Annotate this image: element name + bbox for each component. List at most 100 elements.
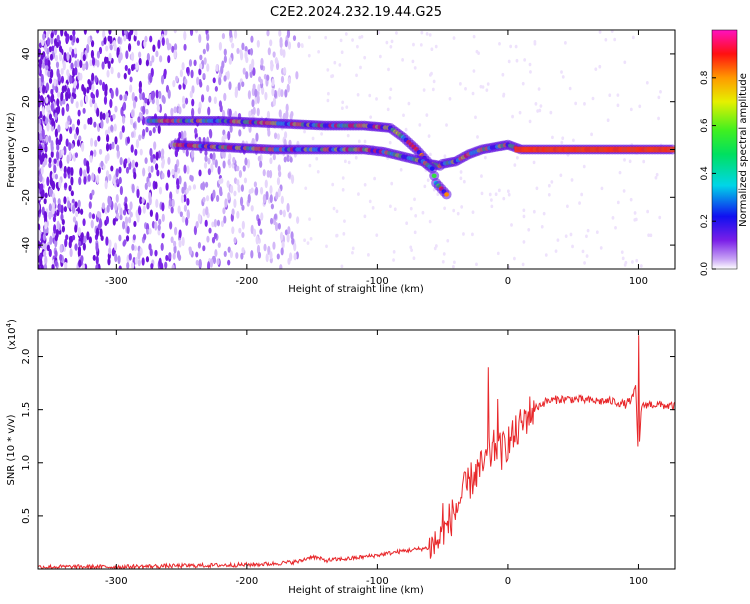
- spectrogram-noise-cell: [657, 95, 661, 100]
- spectrogram-noise-cell: [566, 204, 569, 209]
- spectrogram-noise-cell: [127, 157, 131, 164]
- spectrogram-noise-cell: [194, 127, 198, 135]
- spectrogram-noise-cell: [115, 178, 119, 185]
- spectrogram-noise-cell: [64, 30, 68, 37]
- spectrogram-noise-cell: [178, 84, 182, 90]
- spectrogram-noise-cell: [623, 263, 627, 267]
- spectrogram-noise-cell: [250, 187, 254, 194]
- spectrogram-noise-cell: [173, 240, 177, 247]
- spectrogram-noise-cell: [242, 165, 246, 172]
- spectrogram-noise-cell: [303, 238, 307, 243]
- spectrogram-noise-cell: [59, 244, 63, 253]
- spectrogram-noise-cell: [489, 198, 493, 202]
- spectrogram-noise-cell: [287, 41, 292, 50]
- spectrogram-noise-cell: [532, 209, 536, 214]
- spectrogram-noise-cell: [238, 227, 242, 234]
- spectrogram-noise-cell: [270, 63, 274, 72]
- spectrogram-noise-cell: [147, 181, 152, 188]
- spectrogram-noise-cell: [58, 52, 63, 62]
- spectrogram-noise-cell: [177, 254, 182, 262]
- spectrogram-noise-cell: [631, 260, 634, 264]
- spectrogram-noise-cell: [183, 204, 188, 212]
- spectrogram-noise-cell: [285, 103, 289, 113]
- spectrogram-noise-cell: [340, 264, 344, 269]
- spectrogram-noise-cell: [183, 30, 187, 41]
- spectrogram-noise-cell: [281, 241, 285, 249]
- spectrogram-noise-cell: [241, 247, 245, 254]
- spectrogram-noise-cell: [66, 69, 70, 77]
- spectrogram-noise-cell: [155, 97, 160, 106]
- spectrogram-noise-cell: [441, 259, 445, 264]
- spectrogram-noise-cell: [75, 210, 79, 218]
- spectrogram-noise-cell: [161, 202, 165, 212]
- spectrogram-noise-cell: [136, 188, 140, 199]
- spectrogram-noise-cell: [388, 140, 392, 145]
- spectrogram-noise-cell: [174, 226, 178, 236]
- spectrogram-noise-cell: [389, 204, 392, 209]
- spectrogram-noise-cell: [146, 202, 150, 210]
- spectrogram-noise-cell: [413, 230, 417, 235]
- spectrogram-noise-cell: [95, 255, 99, 265]
- spectrogram-noise-cell: [75, 101, 79, 109]
- spectrogram-noise-cell: [130, 64, 135, 72]
- spectrogram-noise-cell: [284, 89, 288, 98]
- spectrogram-noise-cell: [511, 114, 514, 119]
- spectrogram-noise-cell: [239, 49, 243, 56]
- spectrogram-noise-cell: [307, 53, 311, 58]
- spectrogram-noise-cell: [44, 211, 48, 221]
- spectrogram-noise-cell: [44, 192, 48, 199]
- spectrogram-noise-cell: [134, 256, 139, 265]
- spectrogram-noise-cell: [649, 233, 653, 238]
- spectrogram-noise-cell: [509, 44, 513, 49]
- spectrogram-noise-cell: [74, 67, 78, 76]
- spectrogram-noise-cell: [279, 231, 284, 241]
- spectrogram-noise-cell: [496, 251, 500, 256]
- spectrogram-noise-cell: [528, 119, 532, 124]
- spectrogram-noise-cell: [409, 245, 413, 250]
- spectrogram-noise-cell: [583, 102, 586, 106]
- spectrogram-noise-cell: [218, 178, 222, 185]
- spectrogram-noise-cell: [330, 74, 333, 79]
- spectrogram-noise-cell: [269, 251, 273, 260]
- spectrogram-noise-cell: [189, 90, 193, 99]
- spectrogram-noise-cell: [104, 83, 108, 93]
- spectrogram-noise-cell: [265, 253, 269, 263]
- spectrogram-noise-cell: [257, 155, 261, 162]
- spectrogram-noise-cell: [518, 110, 522, 115]
- spectrogram-noise-cell: [200, 183, 204, 190]
- spectrogram-noise-cell: [46, 244, 50, 252]
- spectrogram-noise-cell: [472, 69, 476, 73]
- spectrogram-y-tick-label: 0: [21, 146, 32, 152]
- spectrogram-noise-cell: [288, 212, 292, 219]
- spectrogram-noise-cell: [88, 212, 92, 219]
- spectrogram-noise-cell: [67, 115, 71, 122]
- spectrogram-noise-cell: [89, 137, 94, 147]
- spectrogram-noise-cell: [134, 30, 138, 37]
- spectrogram-noise-cell: [161, 213, 165, 222]
- spectrogram-noise-cell: [51, 172, 55, 180]
- spectrogram-noise-cell: [401, 58, 405, 62]
- spectrogram-noise-cell: [106, 69, 110, 78]
- spectrogram-noise-cell: [134, 161, 139, 168]
- spectrogram-noise-cell: [570, 178, 574, 182]
- spectrogram-noise-cell: [161, 172, 165, 180]
- spectrogram-noise-cell: [138, 86, 142, 94]
- spectrogram-noise-cell: [277, 187, 281, 198]
- spectrogram-noise-cell: [73, 133, 78, 140]
- spectrogram-noise-cell: [608, 93, 612, 97]
- spectrogram-noise-cell: [98, 148, 103, 155]
- spectrogram-noise-cell: [93, 121, 97, 128]
- spectrogram-noise-cell: [109, 44, 113, 51]
- spectrogram-noise-cell: [131, 243, 135, 251]
- spectrogram-noise-cell: [96, 59, 100, 68]
- spectrogram-noise-cell: [89, 116, 93, 126]
- spectrogram-noise-cell: [110, 89, 114, 100]
- spectrogram-noise-cell: [104, 180, 108, 190]
- spectrogram-noise-cell: [269, 157, 273, 165]
- spectrogram-noise-cell: [69, 248, 73, 258]
- spectrogram-noise-cell: [339, 38, 343, 43]
- spectrogram-noise-cell: [172, 80, 176, 88]
- spectrogram-noise-cell: [287, 226, 291, 235]
- spectrogram-noise-cell: [357, 192, 360, 196]
- spectrogram-noise-cell: [173, 49, 177, 59]
